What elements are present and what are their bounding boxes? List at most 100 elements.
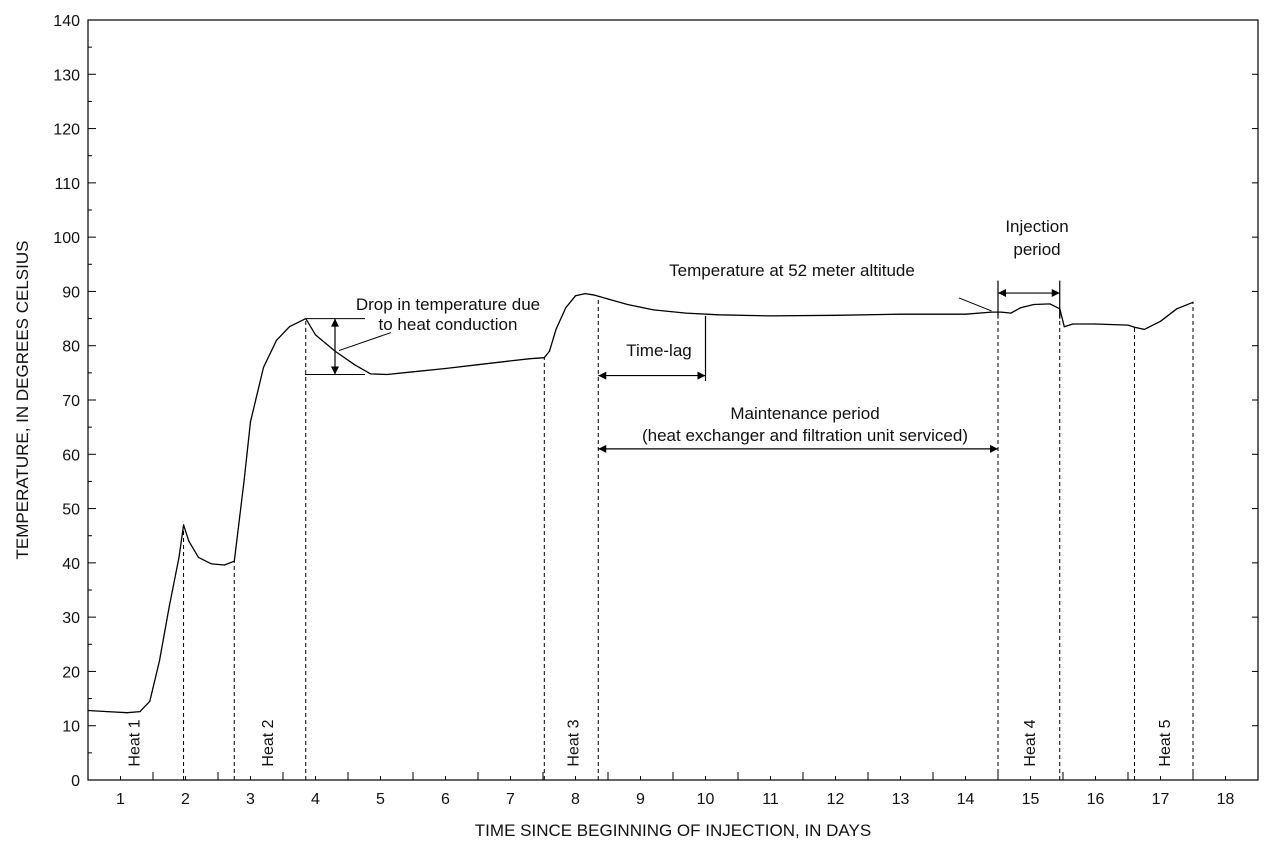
x-tick-label: 11 <box>762 791 779 808</box>
data-point <box>964 313 967 315</box>
data-point <box>126 712 128 714</box>
x-tick-label: 17 <box>1152 791 1170 808</box>
y-axis-label: TEMPERATURE, IN DEGREES CELSIUS <box>13 241 32 560</box>
drop-annotation-line: Drop in temperature due <box>356 295 540 314</box>
plot-frame <box>87 19 1259 781</box>
y-tick-label: 110 <box>54 176 80 193</box>
data-point <box>652 309 655 311</box>
data-point <box>210 563 213 565</box>
data-point <box>353 364 356 366</box>
maintenance-annotation-line: Maintenance period <box>730 404 879 423</box>
data-point <box>1072 323 1074 325</box>
data-point <box>249 421 252 423</box>
data-point <box>1133 326 1136 328</box>
data-point <box>178 556 180 559</box>
x-tick-label: 14 <box>957 791 975 808</box>
curve-label-pointer <box>958 297 992 312</box>
y-tick-label: 40 <box>62 556 80 573</box>
data-point <box>990 311 993 313</box>
x-tick-label: 5 <box>376 791 385 808</box>
data-point <box>834 314 837 316</box>
data-point <box>314 334 317 336</box>
drop-annotation: Drop in temperature due to heat conductio… <box>356 295 540 334</box>
data-point <box>769 315 772 317</box>
data-point <box>1094 323 1097 325</box>
y-tick-label: 50 <box>62 502 80 519</box>
data-point <box>412 371 414 373</box>
y-tick-label: 140 <box>53 13 80 30</box>
curve-label: Temperature at 52 meter altitude <box>669 261 915 280</box>
data-point <box>594 294 596 296</box>
x-tick-label: 15 <box>1022 791 1040 808</box>
data-point <box>509 360 512 362</box>
data-point <box>574 295 577 297</box>
data-point <box>543 357 545 359</box>
injection-arrow-head-left <box>998 289 1006 298</box>
drop-label-pointer <box>338 332 392 352</box>
time-lag-arrow-head-right <box>697 371 706 380</box>
data-point <box>717 314 720 316</box>
heat-period-label: Heat 2 <box>260 719 277 766</box>
y-axis-ticks: 0 10 20 30 40 50 60 70 80 90 100 110 120 130 140 <box>53 13 1258 790</box>
y-tick-label: 20 <box>62 664 80 681</box>
data-point <box>197 556 200 559</box>
data-point <box>1033 303 1035 306</box>
data-point <box>233 560 235 562</box>
data-point <box>106 711 109 713</box>
x-tick-label: 12 <box>827 791 845 808</box>
maintenance-arrow-head-right <box>990 444 998 453</box>
annotation-layer: Drop in temperature due to heat conductio… <box>305 217 1069 453</box>
heat-period-label: Heat 1 <box>127 719 144 766</box>
injection-annotation: Injection period <box>1005 217 1068 259</box>
drop-arrow-down <box>331 366 339 375</box>
data-point <box>529 358 531 360</box>
heat-period-label: Heat 4 <box>1022 719 1039 766</box>
data-point <box>1127 324 1129 326</box>
event-lines <box>183 296 1194 780</box>
x-tick-label: 2 <box>181 791 190 808</box>
x-tick-label: 10 <box>697 791 715 808</box>
injection-annotation-line: period <box>1013 240 1060 259</box>
data-point <box>899 313 902 315</box>
y-tick-label: 130 <box>53 67 80 84</box>
x-tick-label: 3 <box>246 791 255 808</box>
data-point <box>243 480 245 483</box>
data-point <box>188 540 190 542</box>
data-point <box>1049 303 1051 305</box>
drop-arrow-up <box>331 318 339 327</box>
temperature-line <box>87 292 1194 714</box>
data-point <box>386 373 388 376</box>
x-tick-label: 7 <box>506 791 515 808</box>
drop-annotation-line: to heat conduction <box>379 315 518 334</box>
y-tick-label: 100 <box>53 230 80 247</box>
injection-arrow-head-right <box>1051 289 1060 298</box>
data-point <box>1176 308 1178 310</box>
x-axis-label: TIME SINCE BEGINNING OF INJECTION, IN DA… <box>475 821 871 840</box>
data-point <box>1192 301 1194 303</box>
data-point <box>288 326 291 328</box>
time-lag-arrow-head-left <box>598 371 607 380</box>
data-point <box>548 350 551 352</box>
y-tick-label: 0 <box>71 773 80 790</box>
x-tick-label: 16 <box>1087 791 1105 808</box>
maintenance-annotation: Maintenance period (heat exchanger and fi… <box>642 404 968 445</box>
y-tick-label: 60 <box>62 447 80 464</box>
y-tick-label: 120 <box>53 122 80 139</box>
time-lag-label: Time-lag <box>626 341 692 360</box>
x-tick-label: 18 <box>1217 791 1235 808</box>
maintenance-annotation-line: (heat exchanger and filtration unit serv… <box>642 426 968 445</box>
data-point <box>1000 311 1002 313</box>
injection-annotation-line: Injection <box>1005 217 1068 236</box>
data-point <box>1143 328 1145 331</box>
data-point <box>139 711 141 713</box>
y-tick-label: 30 <box>62 610 80 627</box>
period-labels: Heat 1 Heat 2 Heat 3 Heat 4 Heat 5 <box>127 719 1174 766</box>
x-tick-label: 6 <box>441 791 450 808</box>
data-point <box>1159 320 1162 322</box>
data-point <box>444 367 447 370</box>
x-tick-label: 13 <box>892 791 910 808</box>
x-tick-label: 4 <box>311 791 320 808</box>
data-point <box>685 312 687 314</box>
data-point <box>370 373 372 375</box>
